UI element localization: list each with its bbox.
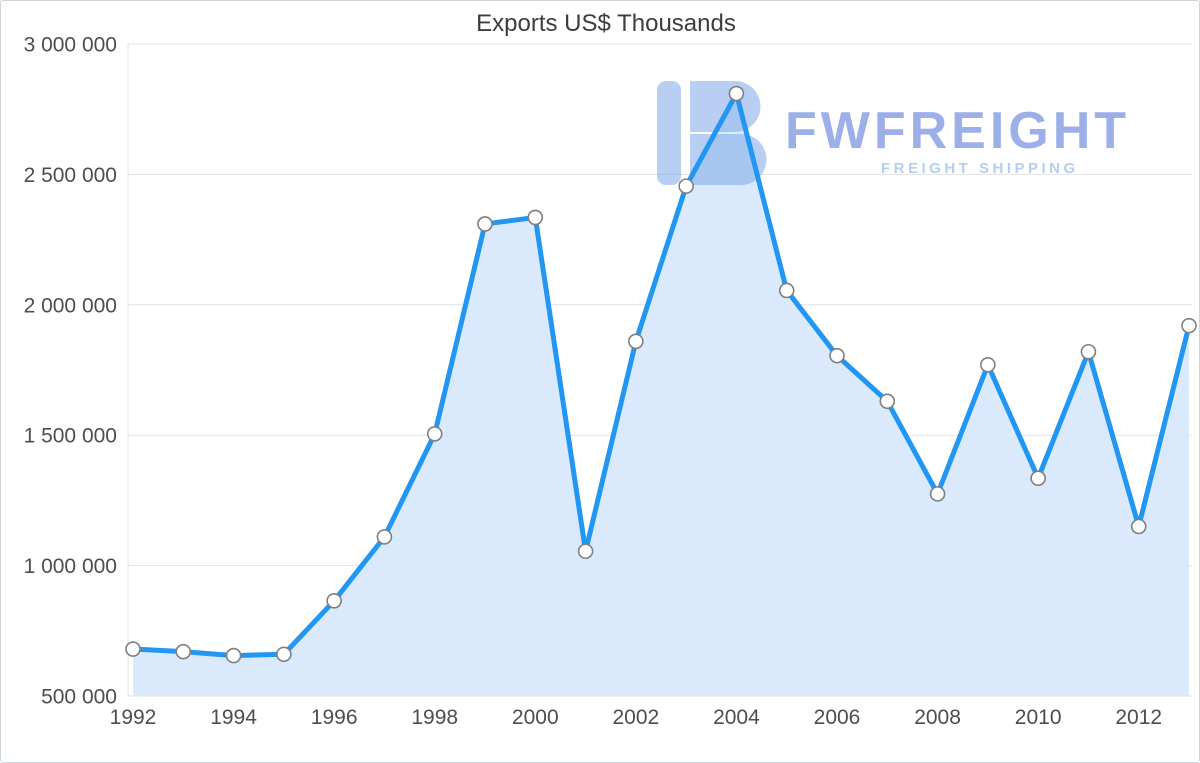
- x-tick-label: 2010: [1015, 706, 1062, 729]
- fwfreight-logo-icon: [657, 81, 767, 185]
- line-path: [130, 91, 1192, 659]
- x-tick-label: 2002: [612, 706, 659, 729]
- data-point-marker: [1080, 343, 1097, 360]
- x-tick-label: 1998: [411, 706, 458, 729]
- y-tick-label: 3 000 000: [24, 34, 117, 57]
- x-tick-label: 2008: [914, 706, 961, 729]
- y-tick-label: 1 000 000: [24, 555, 117, 578]
- data-point-marker: [778, 282, 795, 299]
- data-point-marker: [175, 643, 192, 660]
- y-axis-labels: 500 000 1 000 000 1 500 000 2 000 000 2 500 …: [24, 34, 117, 709]
- x-tick-label: 2000: [512, 706, 559, 729]
- data-point-marker: [1181, 317, 1197, 334]
- data-point-marker: [577, 543, 594, 560]
- data-line: [130, 91, 1192, 659]
- data-point-marker: [225, 647, 242, 664]
- data-point-marker: [678, 178, 694, 194]
- area-fill: [133, 93, 1189, 696]
- logo-bar: [657, 81, 681, 185]
- x-tick-label: 2012: [1115, 706, 1162, 729]
- x-tick-label: 1994: [210, 706, 257, 729]
- x-tick-label: 2004: [713, 706, 760, 729]
- y-tick-label: 1 500 000: [24, 425, 117, 448]
- watermark-brand: FWFREIGHT: [785, 102, 1130, 160]
- y-tick-label: 500 000: [41, 686, 117, 709]
- data-point-marker: [829, 347, 845, 364]
- data-point-marker: [628, 333, 644, 350]
- data-point-marker: [376, 529, 393, 545]
- data-point-marker: [1130, 518, 1147, 535]
- x-axis-labels: 1992 1994 1996 1998 2000 2002 2004 2006 2008 2010…: [110, 706, 1162, 729]
- x-tick-label: 2006: [814, 706, 861, 729]
- data-point-marker: [477, 216, 493, 232]
- logo-top-lobe: [690, 81, 761, 132]
- area-path: [133, 93, 1189, 696]
- data-point-marker: [1030, 470, 1046, 487]
- chart-title: Exports US$ Thousands: [476, 10, 736, 37]
- data-point-marker: [728, 85, 745, 102]
- data-point-marker: [527, 209, 544, 226]
- y-tick-label: 2 000 000: [24, 294, 117, 317]
- data-point-marker: [879, 393, 896, 410]
- data-point-marker: [980, 356, 996, 373]
- data-point-marker: [276, 646, 292, 663]
- watermark-tagline: FREIGHT SHIPPING: [881, 160, 1079, 177]
- x-tick-label: 1992: [110, 706, 157, 729]
- x-tick-label: 1996: [311, 706, 358, 729]
- data-point-marker: [125, 641, 141, 657]
- data-point-marker: [326, 593, 342, 609]
- data-point-markers: [125, 85, 1197, 664]
- data-point-marker: [426, 426, 443, 442]
- data-point-marker: [929, 486, 946, 502]
- y-tick-label: 2 500 000: [24, 164, 117, 187]
